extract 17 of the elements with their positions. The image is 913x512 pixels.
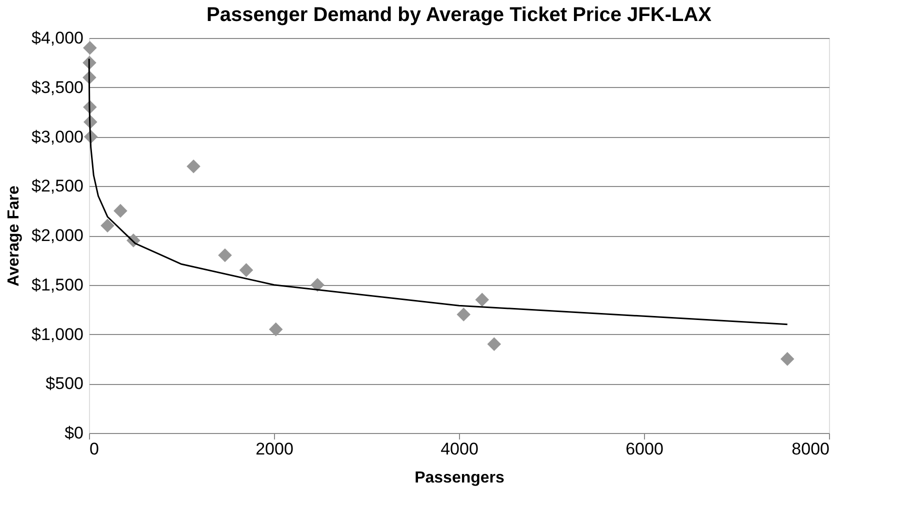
x-tick-label: 4000: [440, 440, 478, 458]
chart-title: Passenger Demand by Average Ticket Price JFK-LAX: [206, 4, 712, 26]
x-tick-label: 0: [90, 440, 99, 458]
x-tick-label: 8000: [792, 440, 830, 458]
y-tick-label: $2,000: [32, 226, 84, 245]
y-tick-label: $1,000: [32, 324, 84, 344]
y-tick-label: $4,000: [32, 28, 84, 48]
y-tick-label: $3,500: [32, 78, 84, 97]
y-tick-label: $0: [64, 424, 84, 442]
y-axis-title: Average Fare: [6, 186, 23, 286]
y-tick-label: $1,500: [32, 275, 84, 294]
y-tick-label: $3,000: [32, 127, 84, 146]
x-tick-label: 6000: [626, 440, 664, 458]
x-tick-label: 2000: [256, 440, 294, 458]
x-axis-title: Passengers: [414, 470, 505, 486]
y-tick-label: $2,500: [32, 176, 84, 196]
y-tick-label: $500: [46, 374, 84, 394]
